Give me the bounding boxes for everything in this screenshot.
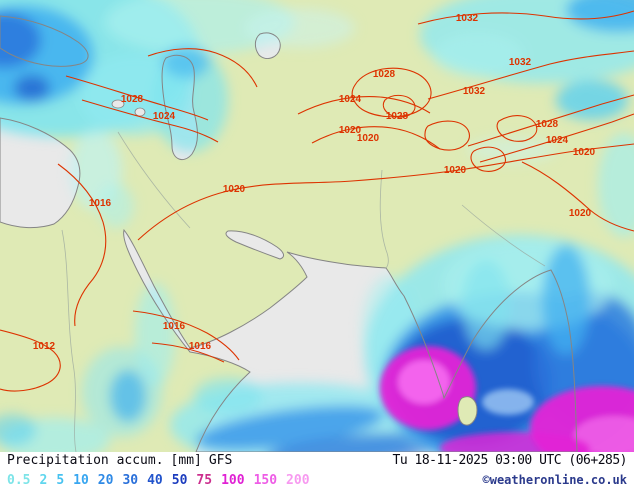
isobar-label: 1016 (189, 341, 212, 352)
precipitation-legend: 0.5 2 5 10 20 30 40 50 75 100 150 200 (7, 474, 310, 487)
isobar-label: 1032 (456, 13, 479, 24)
copyright-watermark: ©weatheronline.co.uk (482, 473, 628, 487)
legend-value: 200 (286, 473, 310, 488)
legend-value: 20 (97, 473, 114, 488)
isobar-label: 1028 (373, 69, 396, 80)
map-area[interactable]: 1032 1028 1024 1020 1020 1028 1024 1020 … (0, 0, 634, 452)
legend-value: 5 (56, 473, 65, 488)
caption-legend-row: 0.5 2 5 10 20 30 40 50 75 100 150 200 ©w… (7, 474, 627, 487)
isobar-lines (0, 10, 634, 392)
isobar-label: 1024 (153, 111, 176, 122)
river-euphrates (117, 131, 191, 229)
isobar-label: 1020 (569, 208, 592, 219)
legend-value: 0.5 (7, 473, 31, 488)
legend-value: 2 (39, 473, 48, 488)
isobar-label: 1024 (546, 135, 569, 146)
isobar-label: 1020 (573, 147, 596, 158)
isobar-label: 1020 (339, 125, 362, 136)
parameter-label: Precipitation accum. (7, 453, 164, 468)
isobar-label: 1028 (386, 111, 409, 122)
isobar-label: 1028 (536, 119, 559, 130)
isobar-label: 1012 (33, 341, 56, 352)
river-ganges (461, 204, 546, 267)
river-nile (61, 229, 77, 452)
isobar-label: 1020 (223, 184, 246, 195)
coastline-layer (0, 15, 578, 452)
weather-map[interactable]: 1032 1028 1024 1020 1020 1028 1024 1020 … (0, 0, 634, 452)
lake-van (111, 99, 125, 109)
isobar-label: 1028 (121, 94, 144, 105)
lake-urmia (134, 107, 146, 117)
legend-value: 75 (196, 473, 213, 488)
model-label: GFS (208, 453, 233, 468)
map-title: Precipitation accum. [mm] GFS (7, 454, 232, 467)
isobar-label: 1016 (163, 321, 186, 332)
caption-bar: Precipitation accum. [mm] GFS Tu 18-11-2… (0, 452, 634, 490)
isobar-label: 1020 (444, 165, 467, 176)
legend-value: 100 (221, 473, 245, 488)
unit-label: [mm] (170, 453, 202, 468)
precipitation-extreme-layer (380, 346, 634, 452)
caption-title-row: Precipitation accum. [mm] GFS Tu 18-11-2… (7, 453, 628, 468)
isobar-label: 1016 (89, 198, 112, 209)
legend-value: 50 (171, 473, 188, 488)
isobar-label: 1032 (463, 86, 486, 97)
legend-value: 40 (147, 473, 163, 488)
isobar-labels: 1032 1028 1024 1020 1020 1028 1024 1020 … (33, 13, 596, 352)
isobar-label: 1024 (339, 94, 362, 105)
river-indus (379, 169, 389, 269)
valid-datetime: Tu 18-11-2025 03:00 UTC (06+285) (392, 453, 628, 468)
isobar-label: 1032 (509, 57, 532, 68)
legend-value: 150 (253, 473, 278, 488)
isobar-label: 1020 (357, 133, 380, 144)
legend-value: 30 (122, 473, 139, 488)
legend-value: 10 (73, 473, 89, 488)
